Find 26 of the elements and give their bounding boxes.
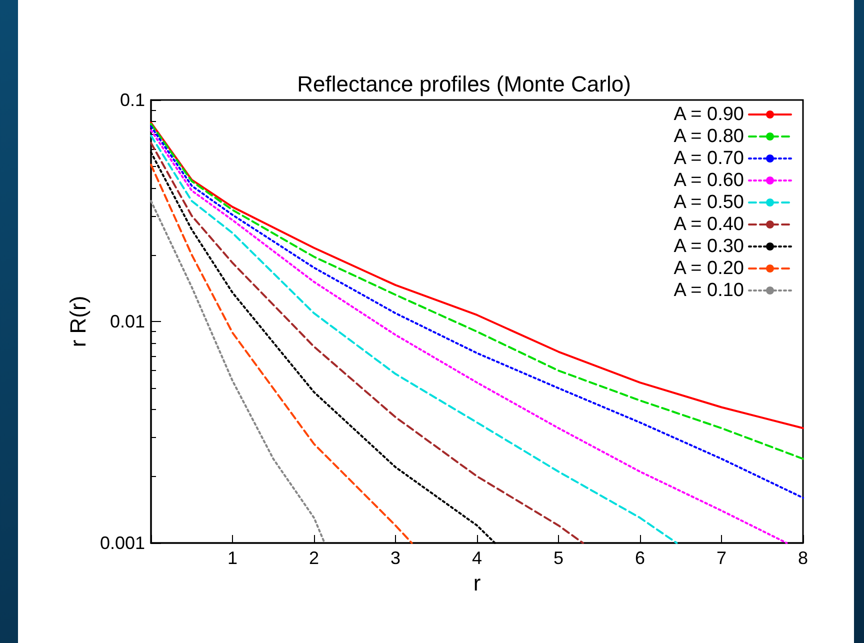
x-tick-label: 2 <box>308 548 320 568</box>
x-tick-label: 5 <box>553 548 564 568</box>
legend-label: A = 0.60 <box>674 170 744 191</box>
legend-label: A = 0.90 <box>674 104 744 125</box>
line-series <box>150 164 413 544</box>
y-tick-label: 0.01 <box>110 312 145 332</box>
line-series <box>150 200 326 544</box>
x-tick-label: 6 <box>634 548 646 568</box>
chart-title: Reflectance profiles (Monte Carlo) <box>297 72 631 96</box>
legend-label: A = 0.10 <box>674 280 744 301</box>
legend-label: A = 0.70 <box>674 148 744 169</box>
y-axis-title: r R(r) <box>66 296 91 348</box>
y-tick-label: 0.1 <box>120 90 145 110</box>
legend-label: A = 0.40 <box>674 214 744 235</box>
x-tick-label: 4 <box>472 548 482 568</box>
legend-label: A = 0.80 <box>674 126 744 147</box>
line-series <box>150 142 584 544</box>
legend-label: A = 0.30 <box>674 236 744 257</box>
legend-label: A = 0.20 <box>674 258 744 279</box>
x-tick-label: 3 <box>390 548 401 568</box>
x-tick-label: 7 <box>716 548 727 568</box>
x-axis-title: r <box>473 570 481 596</box>
y-tick-label: 0.001 <box>100 533 145 553</box>
x-tick-label: 1 <box>227 548 238 568</box>
legend-label: A = 0.50 <box>674 192 744 213</box>
x-tick-label: 8 <box>798 548 808 568</box>
